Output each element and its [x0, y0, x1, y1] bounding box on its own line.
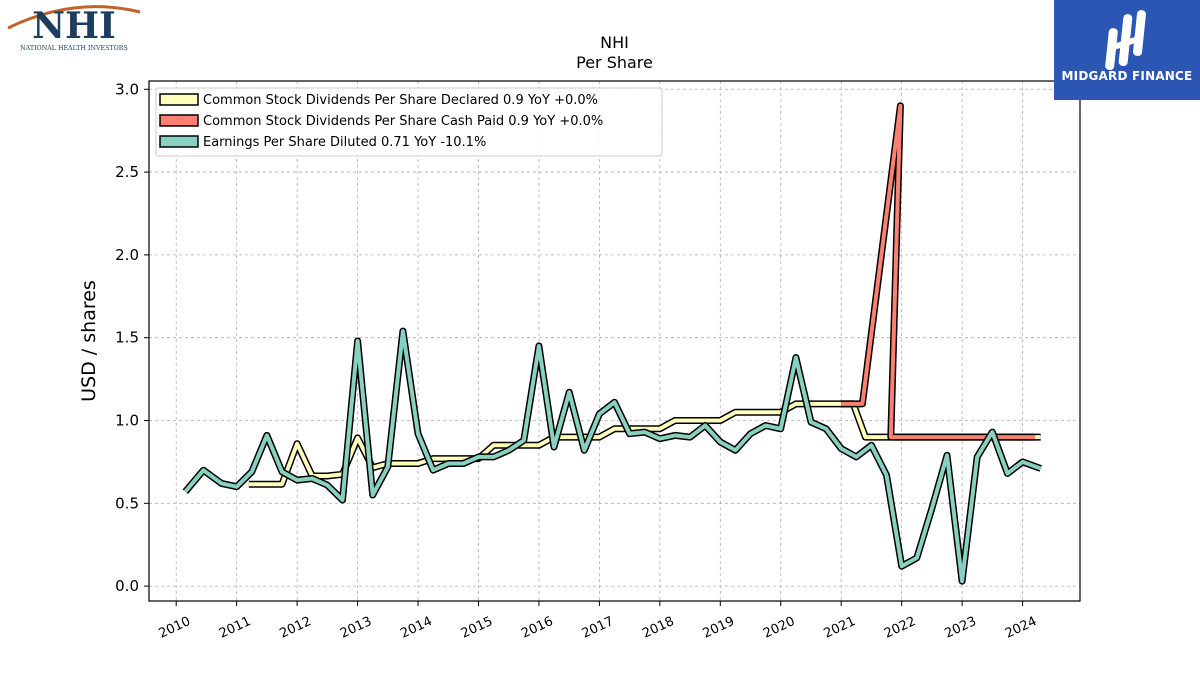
x-tick-label: 2021	[822, 614, 858, 642]
x-tick-label: 2012	[277, 614, 313, 642]
midgard-brand-text: MIDGARD FINANCE	[1061, 69, 1193, 83]
legend-label-declared: Common Stock Dividends Per Share Declare…	[203, 93, 598, 108]
x-tick-label: 2018	[640, 614, 676, 642]
x-tick-label: 2020	[761, 614, 797, 642]
x-tick-label: 2016	[519, 614, 555, 642]
logo-company-name: NATIONAL HEALTH INVESTORS	[20, 45, 128, 52]
x-tick-label: 2013	[338, 614, 374, 642]
plot-frame	[148, 80, 1081, 602]
nhi-logo: NHI NATIONAL HEALTH INVESTORS	[4, 2, 144, 54]
x-tick-label: 2022	[882, 614, 918, 642]
legend-swatch-eps	[159, 135, 199, 148]
x-tick-label: 2015	[459, 614, 495, 642]
legend-swatch-declared	[159, 93, 199, 106]
legend-swatch-cash-paid	[159, 114, 199, 127]
x-tick-label: 2014	[398, 614, 434, 642]
legend-label-cash-paid: Common Stock Dividends Per Share Cash Pa…	[203, 114, 603, 129]
grid	[149, 81, 1080, 601]
x-tick-label: 2010	[157, 614, 193, 642]
series-1-outline	[841, 102, 1035, 441]
series-layer	[182, 102, 1042, 585]
midgard-logo-mark	[1105, 10, 1146, 70]
y-tick-label: 0.5	[115, 494, 139, 512]
x-tick-label: 2024	[1003, 614, 1039, 642]
series-2-line	[183, 329, 1042, 584]
chart-subtitle: Per Share	[576, 53, 653, 72]
chart-title: NHI	[600, 33, 629, 52]
midgard-finance-logo: MIDGARD FINANCE	[1054, 0, 1200, 100]
legend: Common Stock Dividends Per Share Declare…	[155, 87, 663, 157]
y-tick-label: 1.5	[115, 329, 139, 347]
series-2-outline	[182, 327, 1042, 585]
y-tick-label: 2.0	[115, 246, 139, 264]
y-axis-label: USD / shares	[78, 280, 100, 402]
x-tick-label: 2017	[580, 614, 616, 642]
legend-box	[155, 87, 663, 157]
y-tick-label: 1.0	[115, 411, 139, 429]
x-tick-label: 2019	[701, 614, 737, 642]
legend-label-eps: Earnings Per Share Diluted 0.71 YoY -10.…	[203, 135, 486, 150]
series-1-line	[841, 103, 1035, 440]
y-tick-label: 0.0	[115, 577, 139, 595]
x-tick-label: 2011	[217, 614, 253, 642]
y-tick-label: 2.5	[115, 163, 139, 181]
logo-letters: NHI	[32, 5, 116, 47]
logo-swoosh	[7, 5, 141, 30]
nhi-logo-mark: NHI NATIONAL HEALTH INVESTORS	[7, 5, 141, 52]
x-tick-label: 2023	[942, 614, 978, 642]
y-tick-label: 3.0	[115, 80, 139, 98]
